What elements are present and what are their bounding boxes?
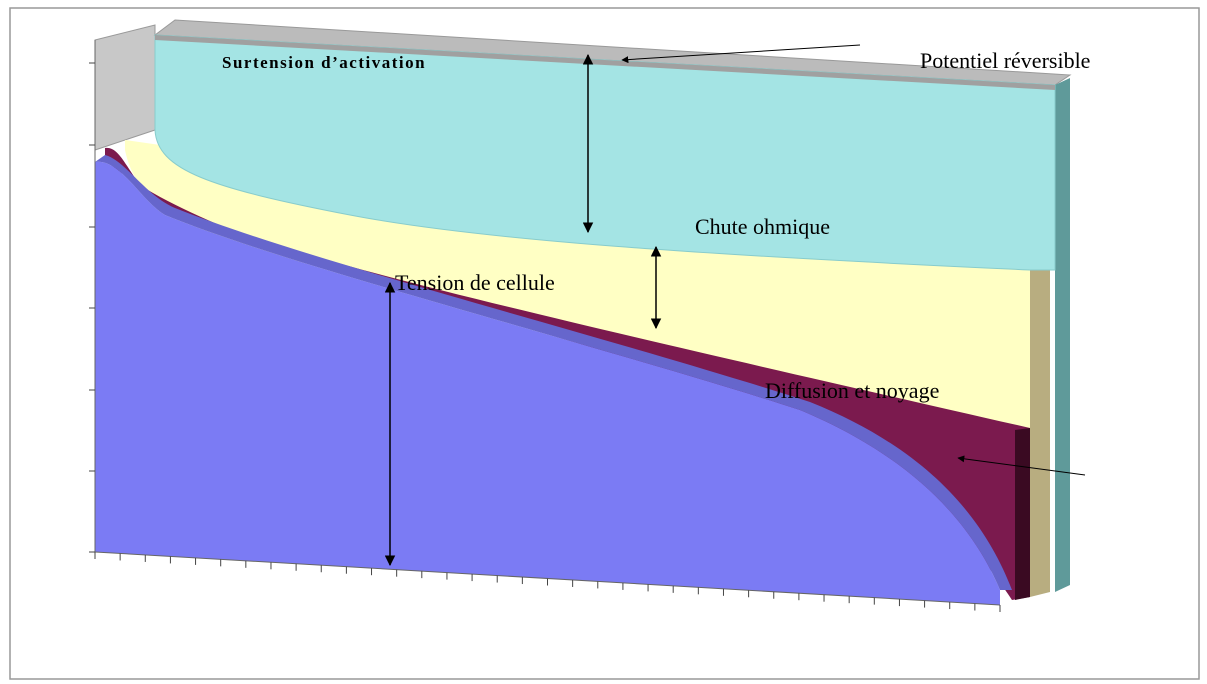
diffusion-label: Diffusion et noyage [765, 378, 939, 403]
left-wall [94, 24, 156, 151]
cell-voltage-label: Tension de cellule [395, 270, 555, 295]
activation-label: Surtension d’activation [222, 53, 426, 72]
blue-edge [95, 155, 1012, 590]
ticks [89, 62, 1001, 612]
red-side [1015, 428, 1030, 600]
frame [9, 7, 1200, 680]
diffusion-pointer [957, 455, 1086, 476]
reversible-pointer [621, 44, 861, 64]
yellow-side [1030, 268, 1050, 597]
reversible-label: Potentiel réversible [920, 48, 1090, 73]
activation-region [154, 34, 1056, 271]
ohmic-label: Chute ohmique [695, 214, 830, 239]
reversible-strip [155, 35, 1055, 90]
cyan-side [1055, 78, 1070, 592]
cell-voltage-region [95, 161, 1000, 606]
